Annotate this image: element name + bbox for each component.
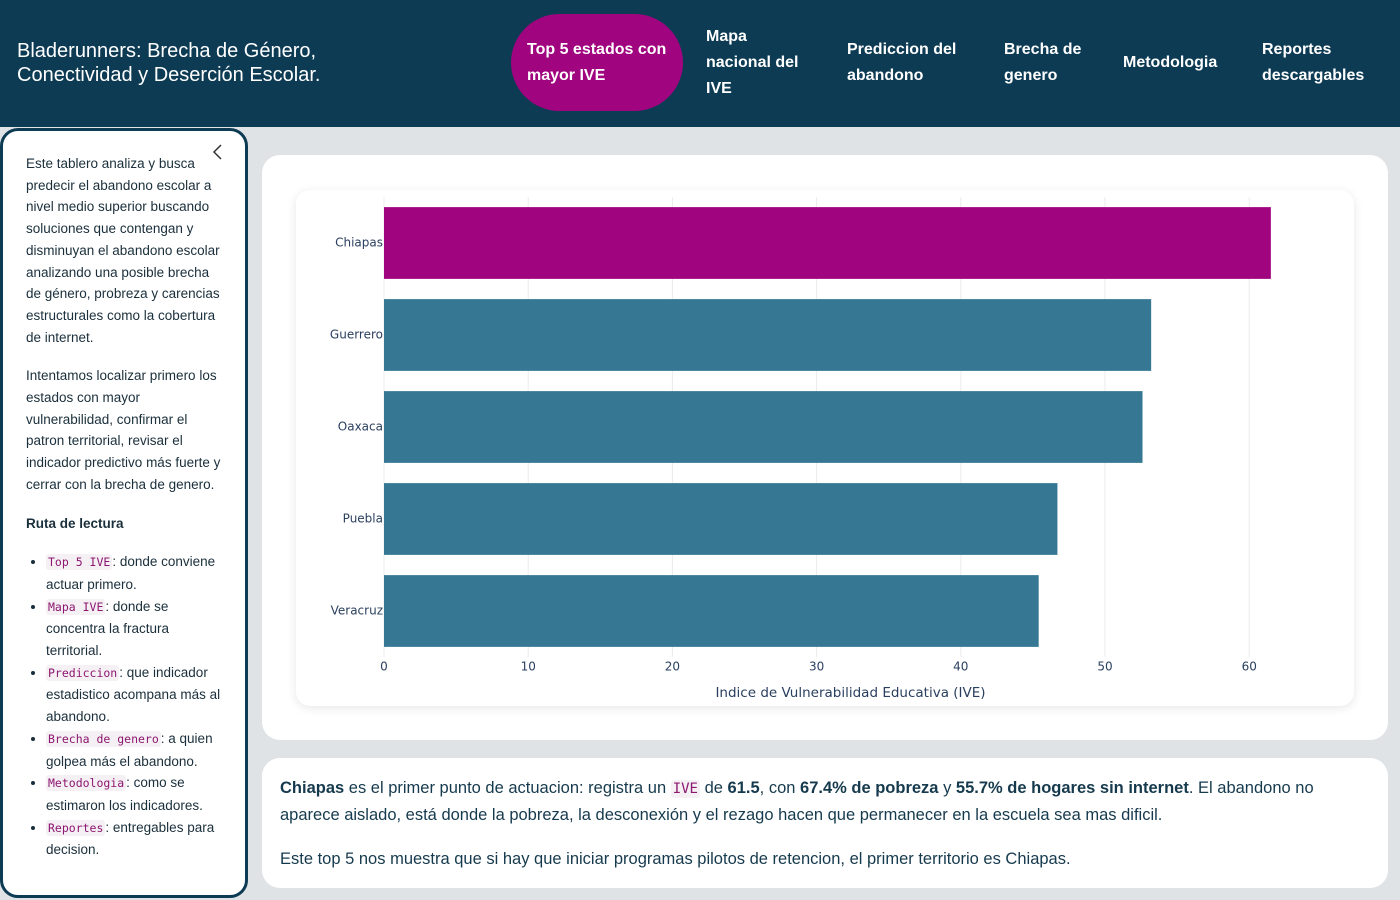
route-code: Prediccion (46, 664, 120, 681)
summary-text: IVE (670, 780, 700, 798)
bar (384, 391, 1143, 463)
route-item: Reportes: entregables para decision. (46, 817, 225, 861)
chart: 0 10 20 30 40 50 60 Chiapas Guerrero Oaxaca Puebla… (330, 197, 1271, 701)
summary-text: Chiapas (280, 779, 345, 797)
summary-paragraph: Chiapas es el primer punto de actuacion:… (280, 775, 1370, 828)
route-text: : entregables para decision. (46, 819, 215, 858)
route-code: Mapa IVE (46, 598, 106, 615)
x-tick-label: 0 (380, 660, 388, 674)
bar (384, 299, 1152, 371)
header: Bladerunners: Brecha de Género, Conectiv… (0, 0, 1400, 127)
app-title: Bladerunners: Brecha de Género, Conectiv… (17, 39, 320, 87)
nav-item[interactable]: Brecha de genero (1004, 41, 1082, 84)
summary-text: , con (759, 779, 801, 797)
route-text: : que indicador estadistico acompana más… (46, 664, 221, 725)
route-text: : donde conviene actuar primero. (46, 554, 216, 592)
nav-item[interactable]: Prediccion del abandono (847, 41, 957, 84)
x-tick-label: 40 (953, 660, 968, 674)
sidebar-text: Este tablero analiza y busca predecir el… (26, 156, 220, 345)
summary-text: . El abandono no aparece aislado, está d… (280, 779, 1314, 824)
sidebar-heading: Ruta de lectura (26, 515, 124, 531)
summary-text: y (938, 779, 956, 797)
summary-card: Chiapas es el primer punto de actuacion:… (262, 758, 1388, 888)
summary-text: de (700, 779, 728, 797)
route-text: : donde se concentra la fractura territo… (46, 598, 170, 659)
collapse-button[interactable] (211, 143, 225, 161)
summary-text: es el primer punto de actuacion: registr… (344, 779, 671, 797)
route-code: Metodologia (46, 775, 127, 792)
bar (384, 575, 1039, 647)
route-item: Brecha de genero: a quien golpea más el … (46, 728, 225, 772)
sidebar-text: Intentamos localizar primero los estados… (26, 368, 221, 492)
x-tick-label: 20 (665, 660, 680, 674)
summary-text: Este top 5 nos muestra que si hay que in… (280, 850, 1071, 868)
nav-item[interactable]: Metodologia (1123, 54, 1218, 71)
route-code: Reportes (46, 819, 106, 836)
y-tick-label: Chiapas (335, 236, 383, 250)
route-item: Prediccion: que indicador estadistico ac… (46, 662, 225, 728)
y-tick-label: Oaxaca (338, 420, 383, 434)
summary-text: 61.5 (727, 779, 760, 797)
nav-item[interactable]: Top 5 estados con mayor IVE (511, 14, 683, 111)
summary-text: 55.7% de hogares sin internet (955, 779, 1189, 797)
title-line: Conectividad y Deserción Escolar. (17, 64, 321, 86)
x-axis-title: Indice de Vulnerabilidad Educativa (IVE) (715, 685, 985, 701)
nav-item[interactable]: Reportes descargables (1262, 41, 1365, 84)
route-item: Mapa IVE: donde se concentra la fractura… (46, 596, 225, 662)
sidebar: Este tablero analiza y busca predecir el… (0, 128, 248, 898)
x-tick-label: 50 (1097, 660, 1112, 674)
route-list: Top 5 IVE: donde conviene actuar primero… (26, 551, 225, 861)
route-item: Metodologia: como se estimaron los indic… (46, 772, 225, 816)
x-tick-label: 10 (521, 660, 536, 674)
route-code: Top 5 IVE (46, 554, 113, 571)
summary-paragraph: Este top 5 nos muestra que si hay que in… (280, 846, 1370, 872)
route-code: Brecha de genero (46, 730, 161, 747)
summary-text: 67.4% de pobreza (800, 779, 939, 797)
bar (384, 483, 1058, 555)
route-item: Top 5 IVE: donde conviene actuar primero… (46, 551, 225, 595)
y-tick-label: Veracruz (331, 604, 383, 618)
x-tick-label: 60 (1242, 660, 1257, 674)
title-line: Bladerunners: Brecha de Género, (17, 40, 317, 62)
x-tick-label: 30 (809, 660, 824, 674)
y-tick-label: Guerrero (330, 328, 383, 342)
nav-item[interactable]: Mapa nacional del IVE (706, 28, 799, 97)
y-tick-label: Puebla (343, 512, 383, 526)
route-text: : como se estimaron los indicadores. (46, 775, 203, 813)
bar (384, 207, 1271, 279)
route-text: : a quien golpea más el abandono. (46, 730, 213, 769)
